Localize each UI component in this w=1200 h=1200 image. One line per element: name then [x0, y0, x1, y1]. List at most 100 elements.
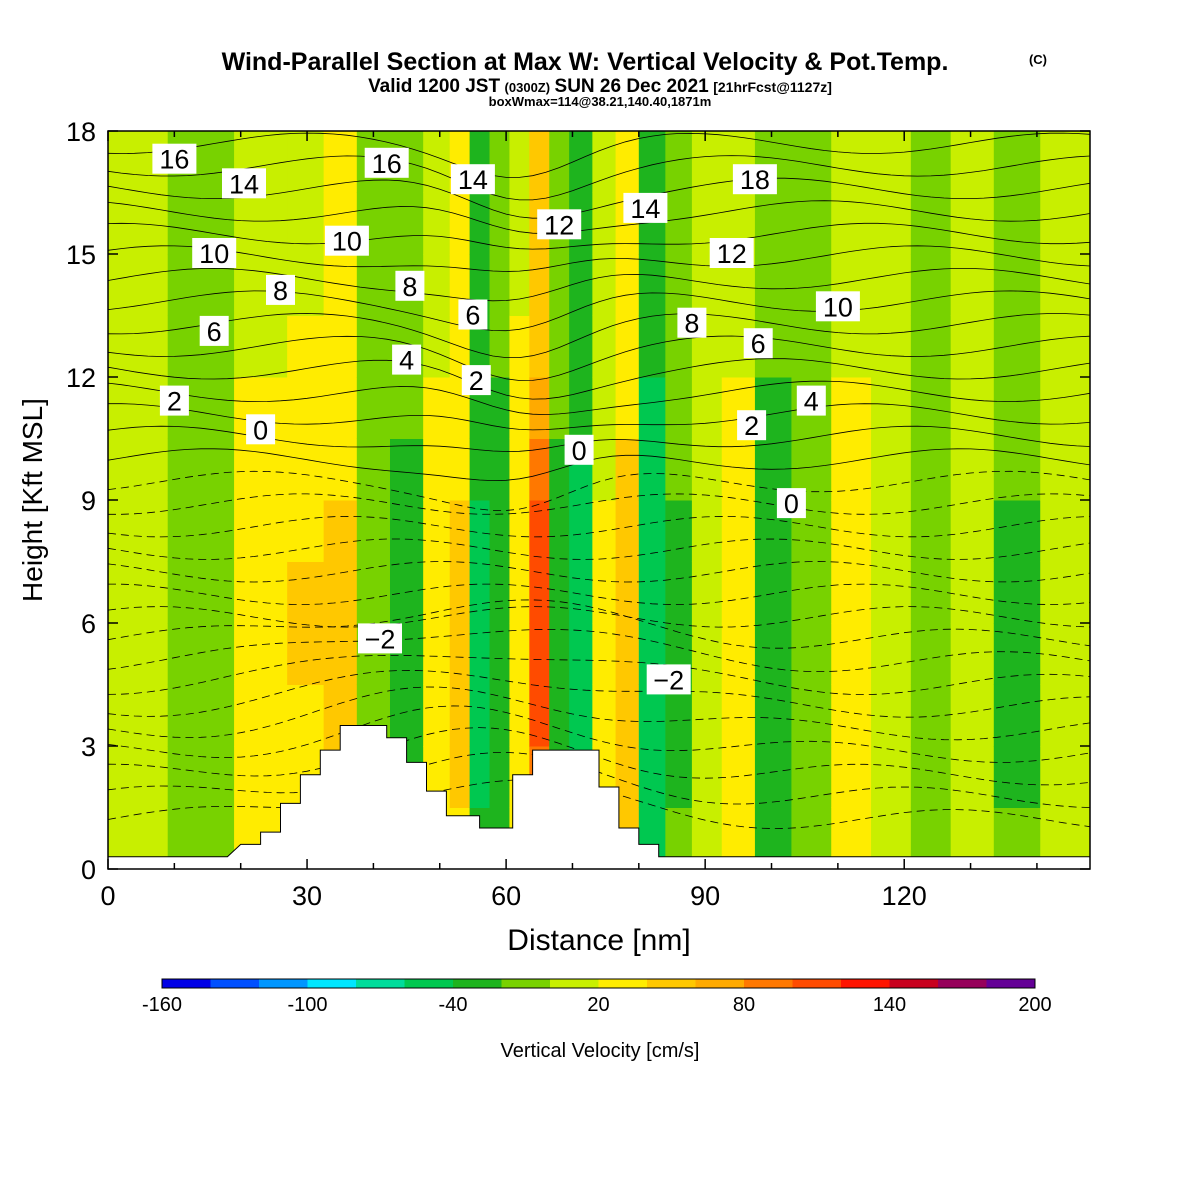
colorbar-swatch	[889, 979, 939, 988]
velocity-cell	[489, 623, 510, 685]
contour-label: 8	[677, 307, 707, 339]
colorbar-tick-label: 20	[587, 994, 609, 1016]
x-tick-label: 30	[292, 881, 322, 911]
velocity-cell	[549, 131, 570, 193]
velocity-cell	[287, 315, 325, 378]
theta-contour-line	[108, 705, 1090, 763]
velocity-cell	[638, 254, 666, 316]
velocity-cell	[569, 131, 593, 193]
velocity-cell	[691, 623, 723, 685]
velocity-cell	[529, 561, 550, 624]
velocity-cell	[910, 377, 952, 439]
velocity-cell	[665, 684, 693, 747]
contour-label: 0	[776, 488, 806, 519]
velocity-cell	[108, 315, 169, 378]
contour-label-text: 2	[469, 366, 484, 396]
velocity-cell	[356, 500, 391, 562]
velocity-cell	[569, 500, 593, 562]
contour-label-text: 18	[740, 165, 770, 195]
contour-label-box	[192, 238, 237, 268]
velocity-cell	[871, 684, 912, 747]
velocity-cell	[691, 377, 723, 439]
velocity-cell	[323, 438, 358, 501]
velocity-cell	[615, 315, 640, 378]
velocity-cell	[423, 561, 451, 624]
velocity-cell	[509, 684, 530, 747]
colorbar-swatch	[986, 979, 1036, 988]
contour-label-box	[246, 414, 276, 445]
velocity-cell	[910, 438, 952, 501]
velocity-cell	[469, 684, 491, 747]
contour-label-box	[358, 623, 402, 654]
velocity-cell	[1040, 561, 1090, 624]
velocity-cell	[469, 500, 491, 562]
velocity-cell	[549, 315, 570, 378]
contour-label-text: 16	[372, 149, 402, 179]
velocity-cell	[950, 561, 995, 624]
colorbar-tick-label: 140	[873, 994, 906, 1016]
contour-label-box	[364, 147, 409, 178]
theta-contour-line	[108, 200, 1090, 235]
velocity-cell	[549, 254, 570, 316]
velocity-cell	[615, 438, 640, 501]
velocity-cell	[108, 684, 169, 747]
y-tick-label: 0	[81, 855, 96, 885]
velocity-cell	[529, 131, 550, 193]
velocity-cell	[509, 623, 530, 685]
contour-label-text: −2	[365, 624, 396, 654]
velocity-cell	[549, 623, 570, 685]
velocity-cell	[569, 561, 593, 624]
velocity-cell	[615, 746, 640, 808]
theta-contour-line	[108, 493, 1090, 515]
velocity-cell	[592, 561, 617, 624]
contour-label-text: 8	[402, 272, 417, 302]
contour-label-box	[324, 225, 369, 256]
velocity-cell	[592, 131, 617, 193]
velocity-cell	[871, 623, 912, 685]
contour-label: 6	[199, 315, 229, 347]
velocity-cell	[910, 192, 952, 255]
velocity-cell	[638, 438, 666, 501]
valid-utc: (0300Z)	[505, 80, 551, 95]
velocity-cell	[950, 746, 995, 808]
contour-label-text: 0	[253, 415, 268, 445]
velocity-cell	[234, 684, 288, 747]
velocity-cell	[592, 315, 617, 378]
velocity-cell	[449, 561, 471, 624]
velocity-cell	[449, 684, 471, 747]
velocity-cell	[489, 192, 510, 255]
x-tick-label: 90	[690, 881, 720, 911]
velocity-cell	[287, 131, 325, 193]
velocity-cell	[509, 500, 530, 562]
theta-contour-line	[108, 132, 1090, 178]
contour-label-box	[743, 328, 773, 359]
velocity-cell	[910, 623, 952, 685]
contour-label: 16	[152, 143, 197, 175]
velocity-cell	[721, 684, 756, 747]
velocity-cell	[529, 315, 550, 378]
velocity-cell	[287, 438, 325, 501]
contour-label-box	[222, 168, 266, 199]
velocity-cell	[509, 192, 530, 255]
velocity-cell	[831, 561, 872, 624]
velocity-cell	[691, 438, 723, 501]
velocity-cell	[993, 192, 1041, 255]
contour-label-box	[461, 365, 491, 396]
velocity-cell	[234, 438, 288, 501]
velocity-cell	[592, 254, 617, 316]
velocity-cell	[721, 500, 756, 562]
colorbar-tick-label: -100	[287, 994, 327, 1016]
y-tick-label: 9	[81, 486, 96, 516]
contour-label: 14	[222, 168, 266, 199]
velocity-cell	[1040, 684, 1090, 747]
velocity-cell	[691, 746, 723, 808]
velocity-cell	[993, 746, 1041, 808]
velocity-cell	[871, 254, 912, 316]
velocity-cell	[754, 623, 792, 685]
velocity-cell	[615, 254, 640, 316]
velocity-cell	[993, 623, 1041, 685]
velocity-cell	[389, 684, 424, 747]
velocity-cell	[108, 746, 169, 808]
velocity-cell	[469, 315, 491, 378]
